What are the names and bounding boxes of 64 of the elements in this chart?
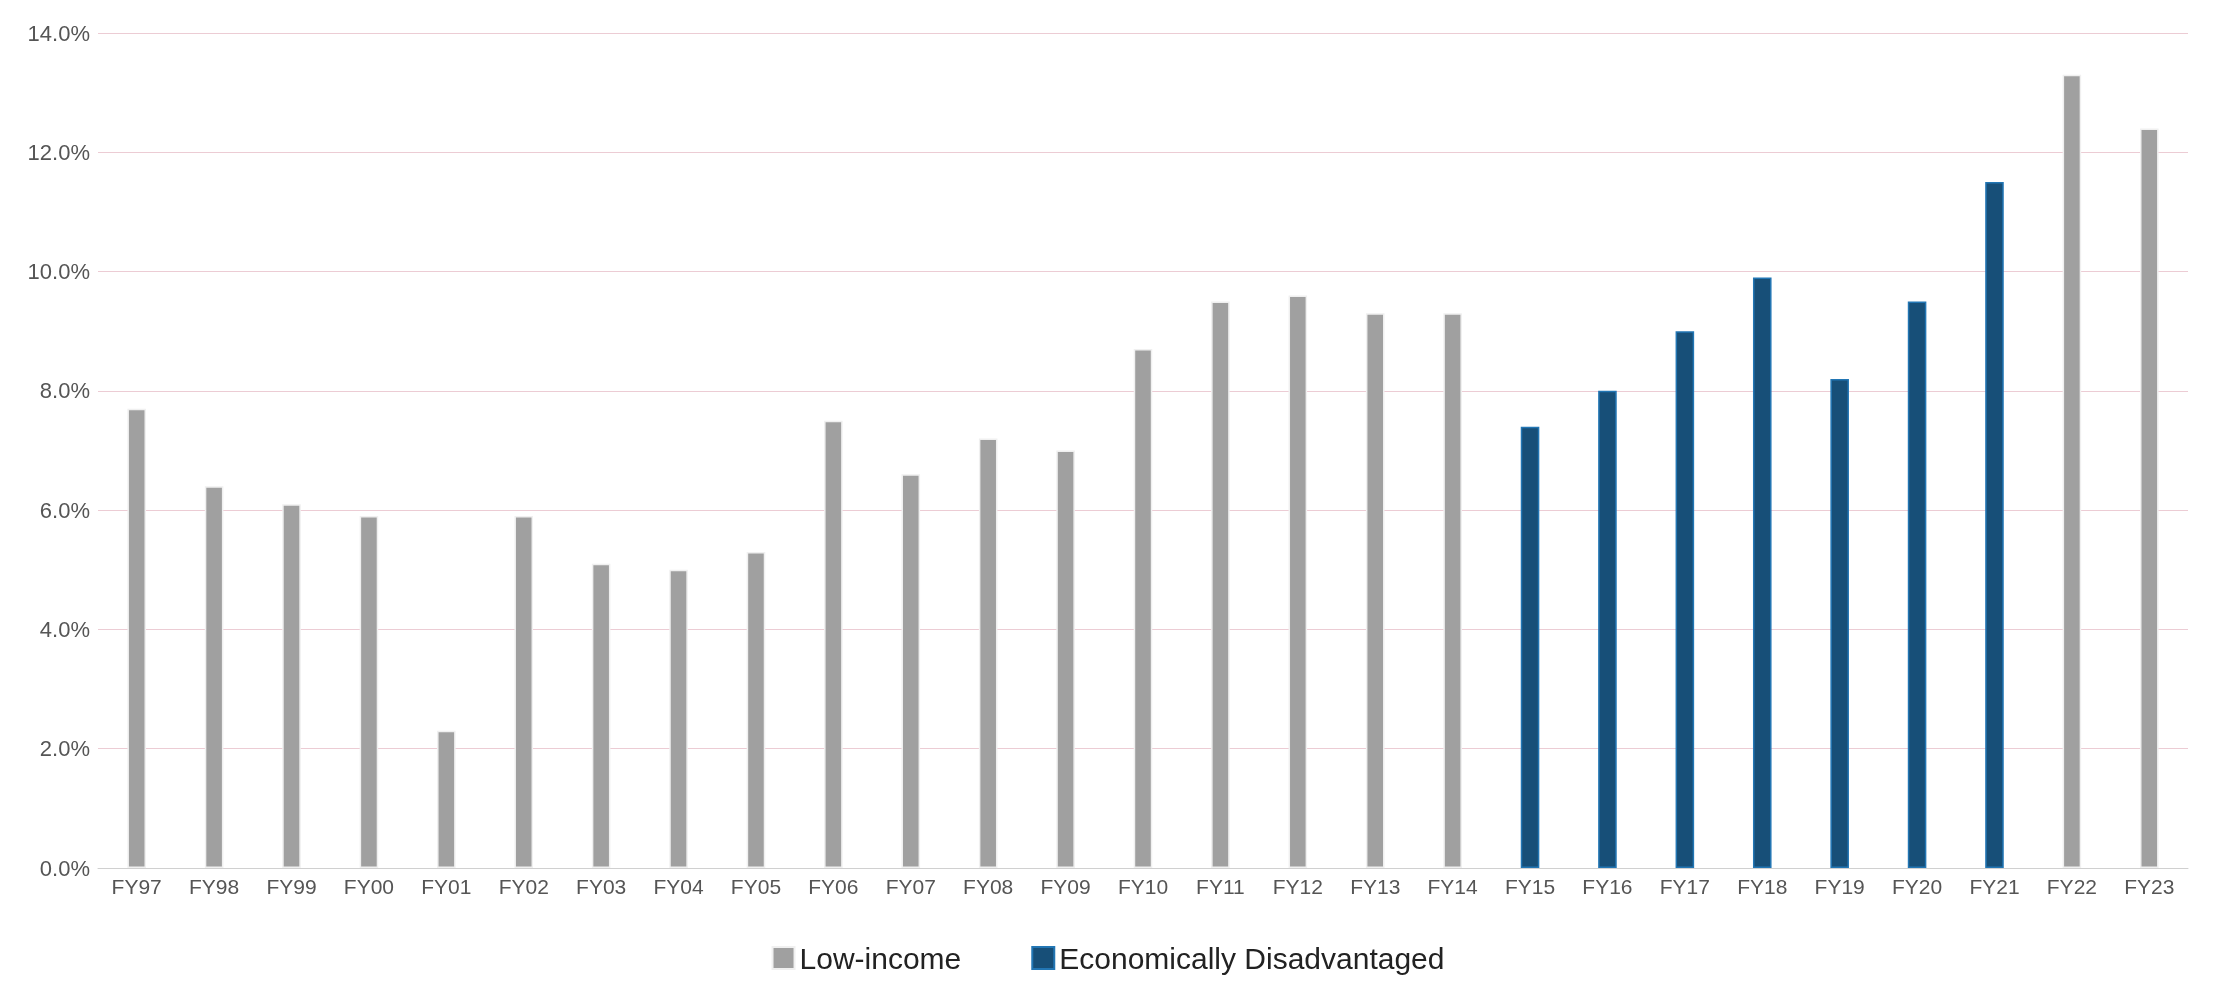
y-tick-label: 12.0% xyxy=(27,139,90,165)
x-tick-label: FY03 xyxy=(576,875,627,898)
y-tick-label: 6.0% xyxy=(39,497,90,523)
bar xyxy=(1211,301,1230,868)
bar xyxy=(1520,426,1540,868)
bar xyxy=(127,408,146,868)
bar xyxy=(2062,74,2082,868)
x-tick-label: FY11 xyxy=(1196,875,1245,898)
x-tick-label: FY19 xyxy=(1814,875,1865,898)
x-tick-label: FY16 xyxy=(1582,875,1633,898)
legend-label: Economically Disadvantaged xyxy=(1059,941,1445,975)
bar xyxy=(591,563,611,868)
x-tick-label: FY23 xyxy=(2124,875,2175,898)
bar xyxy=(669,569,688,868)
bar xyxy=(1133,349,1153,868)
bar xyxy=(1365,313,1385,868)
bar xyxy=(978,438,998,868)
bar xyxy=(1985,182,2004,868)
x-tick-label: FY12 xyxy=(1272,875,1323,898)
bar xyxy=(359,516,379,868)
x-tick-label: FY02 xyxy=(498,875,549,898)
bar xyxy=(1056,450,1075,868)
bar xyxy=(824,420,843,868)
bar xyxy=(1752,277,1772,868)
bar xyxy=(204,486,224,868)
x-tick-label: FY10 xyxy=(1117,875,1169,898)
x-tick-label: FY04 xyxy=(653,875,704,898)
x-tick-label: FY13 xyxy=(1350,875,1401,898)
x-tick-label: FY20 xyxy=(1891,875,1943,898)
y-tick-label: 2.0% xyxy=(39,736,90,762)
x-tick-label: FY14 xyxy=(1427,875,1479,898)
y-tick-label: 8.0% xyxy=(39,378,90,404)
bar xyxy=(746,551,766,868)
x-tick-label: FY18 xyxy=(1737,875,1788,898)
legend-label: Low-income xyxy=(799,941,962,975)
x-tick-label: FY00 xyxy=(343,875,395,898)
x-tick-label: FY21 xyxy=(1969,875,2020,898)
bar xyxy=(1443,313,1462,868)
y-tick-label: 14.0% xyxy=(27,20,90,46)
bar xyxy=(282,504,301,868)
x-tick-label: FY06 xyxy=(808,875,859,898)
x-tick-label: FY99 xyxy=(266,875,317,898)
bar xyxy=(514,516,534,868)
bar xyxy=(437,730,456,868)
bar xyxy=(2140,128,2159,868)
bar xyxy=(1598,390,1617,868)
y-tick-label: 4.0% xyxy=(39,616,90,642)
x-tick-label: FY01 xyxy=(421,875,472,898)
x-tick-label: FY97 xyxy=(111,875,162,898)
x-tick-label: FY09 xyxy=(1040,875,1091,898)
x-tick-label: FY98 xyxy=(189,875,240,898)
bar xyxy=(1830,378,1849,868)
x-tick-label: FY17 xyxy=(1659,875,1710,898)
y-tick-label: 0.0% xyxy=(39,855,90,881)
x-tick-label: FY08 xyxy=(963,875,1014,898)
x-tick-label: FY15 xyxy=(1504,875,1556,898)
x-tick-label: FY07 xyxy=(885,875,936,898)
x-tick-label: FY05 xyxy=(730,875,782,898)
bar xyxy=(1675,331,1695,868)
y-tick-label: 10.0% xyxy=(27,259,90,285)
x-tick-label: FY22 xyxy=(2046,875,2097,898)
bar xyxy=(901,474,921,868)
bar xyxy=(1907,301,1927,868)
bar xyxy=(1288,295,1308,868)
